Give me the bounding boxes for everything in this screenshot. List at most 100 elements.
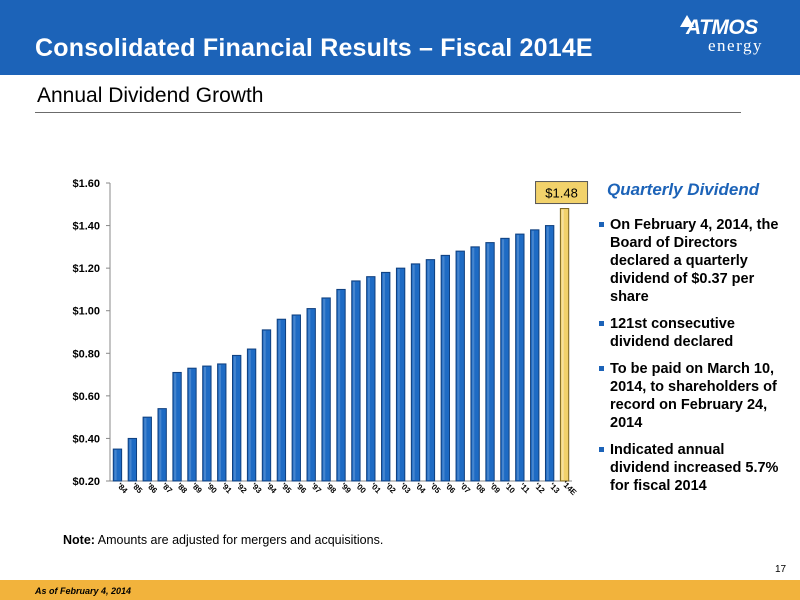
- bar: [157, 408, 167, 482]
- bullet-square-icon: [599, 321, 604, 326]
- bullet-item: 121st consecutive dividend declared: [598, 315, 788, 351]
- x-tick-label: '10: [503, 481, 517, 495]
- bar: [500, 237, 510, 482]
- bar: [351, 280, 361, 482]
- logo-subtext: energy: [708, 36, 763, 55]
- bar-shine: [278, 320, 281, 480]
- x-tick-label: '01: [369, 481, 383, 495]
- x-tick-label: '03: [398, 481, 412, 495]
- bar: [321, 297, 331, 482]
- y-tick-label: $1.60: [72, 178, 100, 190]
- bar-shine: [516, 235, 520, 480]
- bar-shine: [129, 439, 132, 480]
- bar: [470, 246, 480, 482]
- bar-shine: [367, 277, 370, 480]
- x-tick-label: '02: [383, 481, 397, 495]
- bar-shine: [263, 330, 266, 480]
- footer-bar: As of February 4, 2014: [0, 580, 800, 600]
- y-tick-label: $0.60: [72, 391, 100, 403]
- bullet-square-icon: [599, 222, 604, 227]
- bar: [530, 229, 540, 482]
- bar-shine: [442, 256, 445, 480]
- x-tick-label: '13: [547, 481, 561, 495]
- bar: [410, 263, 421, 482]
- value-callout-label: $1.48: [545, 186, 578, 201]
- subtitle-divider: [35, 112, 741, 113]
- bar-shine: [397, 269, 400, 480]
- bar: [485, 242, 495, 482]
- bar: [366, 276, 376, 482]
- x-tick-label: '14E: [560, 479, 578, 497]
- bar: [217, 363, 227, 482]
- bar: [440, 254, 450, 482]
- x-tick-label: '89: [190, 481, 204, 495]
- x-tick-label: '95: [279, 481, 293, 495]
- bar-shine: [427, 260, 430, 480]
- slide-title: Consolidated Financial Results – Fiscal …: [35, 34, 593, 62]
- bar-shine: [189, 369, 192, 480]
- bar-shine: [561, 209, 564, 481]
- bullet-square-icon: [599, 447, 604, 452]
- x-tick-label: '84: [115, 481, 129, 495]
- bar-shine: [323, 298, 326, 480]
- bar: [291, 314, 301, 482]
- bar: [425, 259, 436, 482]
- bar-shine: [308, 309, 311, 480]
- page-number: 17: [775, 564, 787, 575]
- x-tick-label: '86: [145, 481, 159, 495]
- logo-flame-icon: [680, 15, 694, 27]
- bar: [306, 308, 316, 482]
- bar-shine: [293, 315, 296, 480]
- bar: [232, 354, 242, 482]
- x-tick-label: '94: [264, 481, 278, 495]
- bar-shine: [352, 281, 356, 480]
- x-tick-label: '96: [294, 481, 308, 495]
- bar: [544, 225, 555, 482]
- header-bar: Consolidated Financial Results – Fiscal …: [0, 0, 800, 75]
- bar: [395, 267, 406, 482]
- x-tick-label: '12: [533, 481, 547, 495]
- logo-wordmark: ATMOS: [686, 16, 758, 39]
- bar-shine: [233, 356, 236, 480]
- bar: [202, 365, 212, 482]
- x-tick-label: '87: [160, 481, 174, 495]
- bar-shine: [531, 230, 534, 480]
- value-callout-box: [535, 181, 589, 205]
- x-tick-label: '90: [205, 481, 219, 495]
- x-tick-label: '04: [413, 481, 427, 495]
- bar-shine: [546, 226, 549, 480]
- x-tick-label: '85: [130, 481, 144, 495]
- y-tick-label: $0.40: [72, 433, 100, 445]
- y-tick-label: $1.00: [72, 306, 100, 318]
- bar-shine: [382, 273, 385, 480]
- atmos-logo: ATMOS energy: [680, 14, 790, 62]
- x-tick-label: '06: [443, 481, 457, 495]
- footer-date: As of February 4, 2014: [35, 586, 132, 596]
- bar: [336, 288, 346, 482]
- bar-shine: [338, 290, 341, 480]
- bar: [142, 416, 152, 482]
- bar: [187, 367, 197, 482]
- x-tick-label: '93: [249, 481, 263, 495]
- bar: [112, 448, 123, 482]
- bar-shine: [159, 409, 162, 480]
- footnote-label: Note:: [63, 533, 95, 547]
- x-tick-label: '99: [339, 481, 353, 495]
- bar: [172, 371, 182, 482]
- bar: [455, 250, 465, 482]
- bar: [276, 318, 287, 482]
- bullet-text: To be paid on March 10, 2014, to shareho…: [610, 361, 777, 431]
- bar-shine: [218, 364, 221, 480]
- bullet-square-icon: [599, 366, 604, 371]
- bar-shine: [203, 367, 207, 480]
- x-tick-label: '11: [518, 481, 532, 495]
- bar: [127, 437, 138, 482]
- sidebar-bullet-list: On February 4, 2014, the Board of Direct…: [598, 216, 788, 504]
- highlight-bar: [559, 208, 570, 482]
- bullet-item: Indicated annual dividend increased 5.7%…: [598, 441, 788, 495]
- bar-shine: [502, 239, 505, 480]
- bullet-text: 121st consecutive dividend declared: [610, 316, 735, 350]
- footnote-text: Amounts are adjusted for mergers and acq…: [94, 533, 384, 547]
- bar-shine: [472, 247, 475, 480]
- x-tick-label: '97: [309, 481, 323, 495]
